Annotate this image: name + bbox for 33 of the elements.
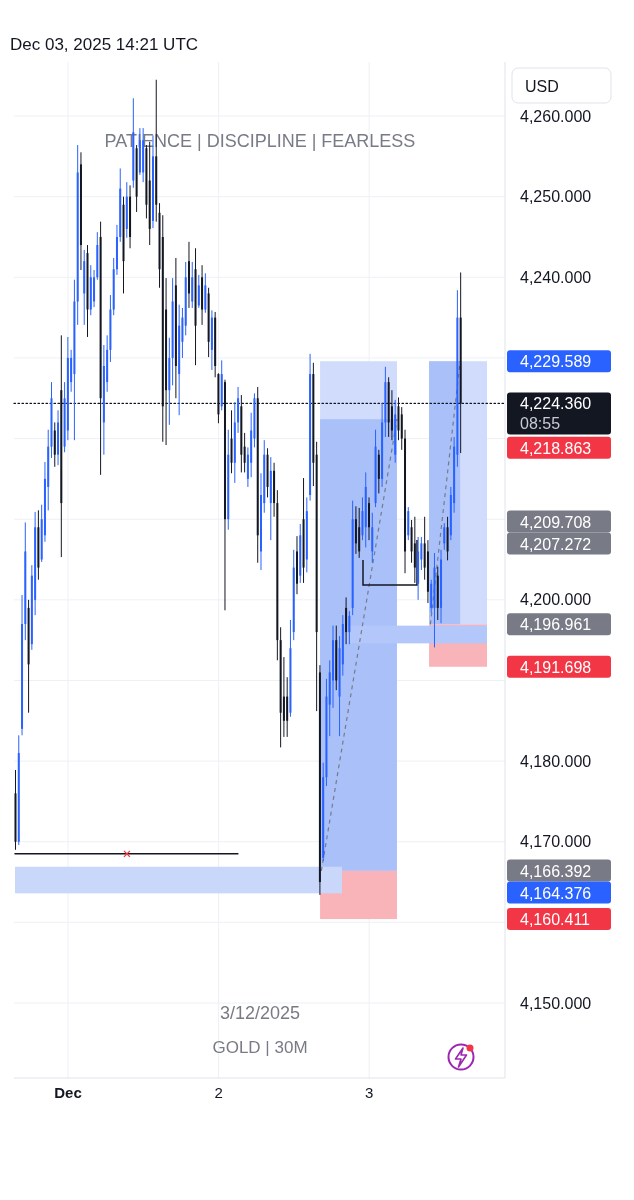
text: 4,229.589	[520, 352, 592, 370]
y-tick-label: 4,150.000	[520, 994, 592, 1012]
y-tick-label: 4,200.000	[520, 591, 592, 609]
text: 4,164.376	[520, 884, 592, 902]
text: 4,160.411	[520, 910, 591, 928]
y-tick-label: 4,250.000	[520, 188, 592, 206]
y-tick-label: 4,240.000	[520, 268, 592, 286]
candlestick	[187, 241, 190, 309]
text: 4,196.961	[520, 615, 592, 633]
candlestick	[332, 625, 334, 709]
candlestick	[440, 549, 443, 624]
text: 4,191.698	[520, 658, 592, 676]
y-tick-label: 4,260.000	[520, 107, 592, 125]
y-axis-title: USD	[525, 77, 559, 95]
text: 4,209.708	[520, 513, 592, 531]
text: 4,166.392	[520, 862, 592, 880]
text: 4,218.863	[520, 439, 592, 457]
x-tick-label: 3	[364, 1084, 374, 1101]
x-tick-label: 2	[214, 1084, 223, 1101]
annotation: GOLD | 30M	[212, 1037, 308, 1057]
candlestick	[348, 610, 351, 645]
text: 4,207.272	[520, 535, 592, 553]
candlestick	[296, 535, 298, 595]
y-tick-label: 4,180.000	[520, 752, 592, 770]
annotation: 3/12/2025	[219, 1003, 301, 1023]
candlestick	[197, 274, 200, 309]
candlestick	[368, 496, 371, 541]
candlestick	[443, 522, 446, 551]
x-tick-label: Dec	[54, 1084, 82, 1101]
text: Dec 03, 2025 14:21 UTC	[10, 34, 199, 54]
ref-line-label: 4,224.360 08:55	[520, 394, 592, 432]
y-tick-label: 4,170.000	[520, 833, 592, 851]
candlestick	[243, 432, 246, 473]
